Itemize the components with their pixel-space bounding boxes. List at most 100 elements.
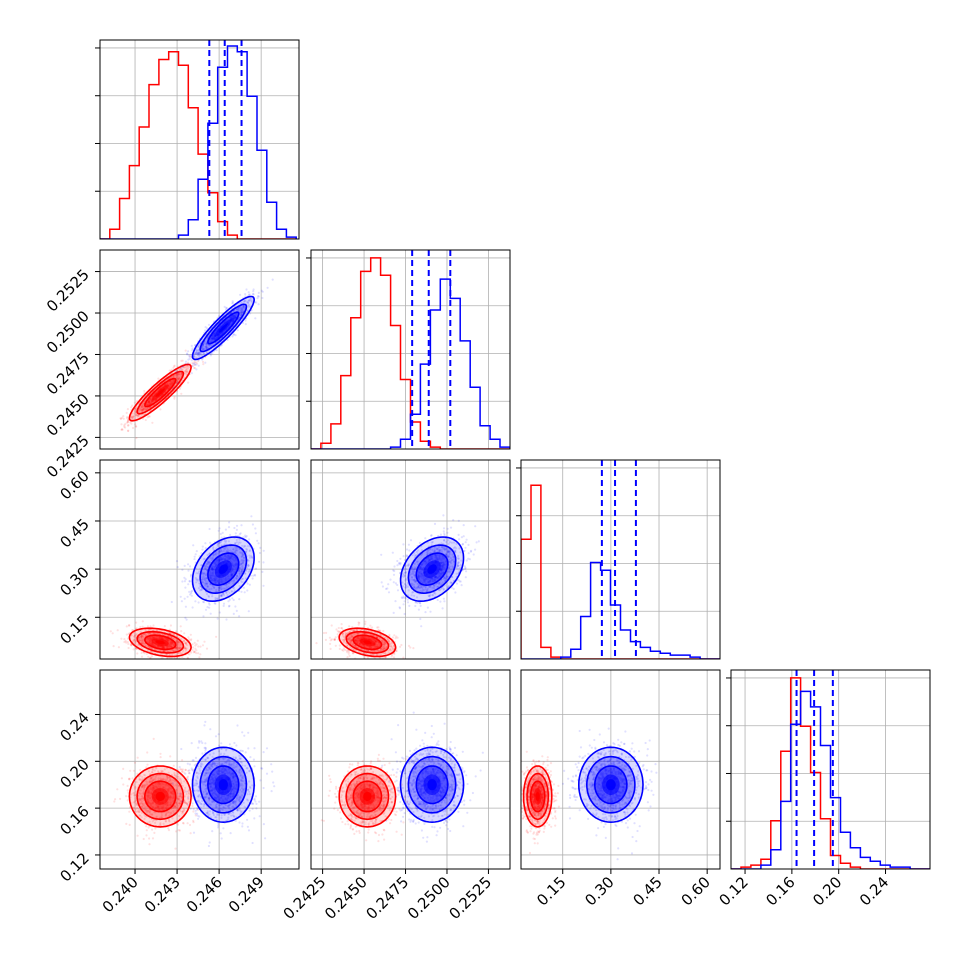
red-sample-point [112,645,115,648]
blue-sample-point [424,537,427,540]
blue-sample-point [229,317,232,320]
red-sample-point [147,628,150,631]
red-sample-point [387,649,390,653]
red-sample-point [169,382,172,386]
red-sample-point [169,383,172,386]
blue-sample-point [218,550,221,554]
red-sample-point [340,623,343,626]
red-sample-point [351,647,354,650]
blue-sample-point [225,539,228,543]
blue-sample-point [230,574,233,577]
red-sample-point [168,645,171,648]
red-sample-point [148,401,151,404]
red-sample-point [143,407,146,410]
blue-sample-point [247,559,250,562]
blue-sample-point [225,618,228,621]
blue-sample-point [205,345,208,348]
red-sample-point [352,633,355,636]
red-sample-point [128,624,131,627]
blue-sample-point [225,584,228,587]
blue-sample-point [208,606,211,609]
red-sample-point [394,637,397,640]
red-sample-point [356,636,359,640]
blue-sample-point [188,357,191,360]
red-sample-point [130,644,133,647]
red-sample-point [337,626,340,630]
blue-sample-point [201,572,204,576]
red-sample-point [134,642,137,645]
red-sample-point [140,635,143,638]
blue-sample-point [243,544,246,548]
blue-sample-point [226,578,229,581]
red-sample-point [162,636,165,640]
blue-sample-point [227,575,230,578]
red-sample-point [374,640,377,643]
red-sample-point [152,643,155,647]
blue-sample-point [211,568,214,571]
red-sample-point [168,628,171,631]
blue-sample-point [199,589,202,592]
red-sample-point [135,632,138,636]
red-sample-point [165,382,168,386]
red-sample-point [142,643,145,646]
blue-sample-point [457,519,460,522]
blue-sample-point [193,355,196,358]
red-sample-point [371,650,374,653]
blue-sample-point [207,594,210,598]
blue-sample-point [216,558,219,561]
red-sample-point [176,652,180,655]
blue-sample-point [193,555,196,558]
red-sample-point [341,632,344,636]
red-sample-point [163,384,166,387]
blue-sample-point [196,578,199,581]
blue-sample-point [220,594,223,598]
red-sample-point [152,632,155,635]
red-sample-point [184,370,187,373]
blue-sample-point [193,352,196,355]
blue-sample-point [220,578,223,581]
red-sample-point [170,645,173,648]
blue-sample-point [242,559,245,562]
red-sample-point [389,665,391,667]
blue-sample-point [219,588,223,591]
blue-density-peak [218,323,228,333]
red-sample-point [366,636,369,639]
red-sample-point [144,408,147,411]
blue-sample-point [226,554,229,557]
blue-sample-point [218,582,221,585]
blue-sample-point [207,323,211,326]
blue-sample-point [218,558,221,562]
blue-sample-point [211,339,214,342]
blue-sample-point [219,594,222,597]
blue-sample-point [203,567,207,570]
blue-sample-point [194,576,197,580]
red-sample-point [354,632,357,635]
blue-sample-point [233,563,237,567]
blue-sample-point [248,538,251,541]
red-sample-point [150,643,153,646]
blue-sample-point [235,609,238,613]
blue-sample-point [204,567,207,571]
blue-sample-point [234,559,237,562]
red-contour [136,630,185,654]
red-sample-point [151,421,154,424]
blue-sample-point [424,611,427,614]
red-sample-point [170,379,173,382]
blue-sample-point [203,572,206,575]
blue-sample-point [239,308,242,311]
red-sample-point [178,373,181,376]
red-sample-point [148,402,151,405]
red-sample-point [177,377,180,381]
blue-sample-point [235,564,238,567]
blue-sample-point [247,564,250,567]
red-sample-point [186,656,189,659]
red-sample-point [322,631,326,635]
blue-sample-point [217,542,220,545]
diag-panel-4 [726,669,931,870]
red-sample-point [388,633,391,636]
blue-sample-point [239,532,242,535]
red-sample-point [172,638,175,641]
blue-sample-point [231,570,234,573]
blue-sample-point [232,587,235,590]
red-sample-point [348,625,351,628]
